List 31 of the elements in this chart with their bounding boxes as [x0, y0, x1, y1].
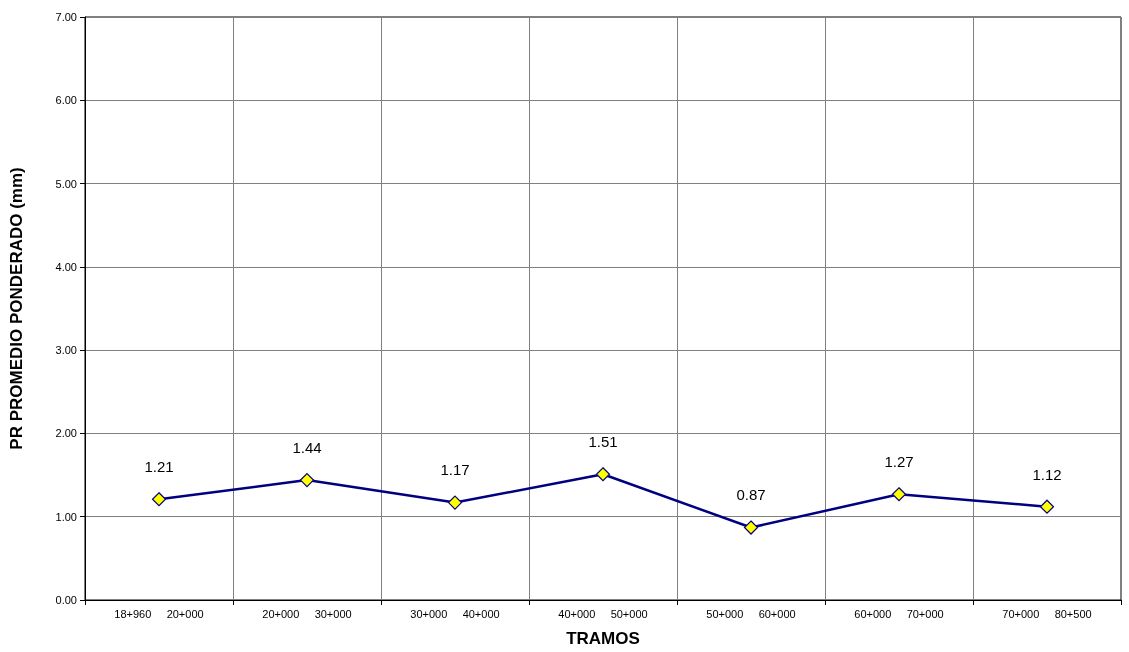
y-tick-label: 4.00	[55, 260, 77, 273]
point	[891, 487, 907, 502]
x-axis-title: TRAMOS	[566, 629, 640, 648]
y-tick-label: 6.00	[55, 94, 77, 107]
y-tick-label: 7.00	[55, 11, 77, 23]
point	[595, 467, 611, 482]
x-tick-label: 60+000 70+000	[854, 607, 944, 620]
x-tick-label: 30+000 40+000	[410, 607, 500, 620]
point	[447, 495, 463, 510]
y-tick-label: 3.00	[55, 344, 77, 357]
data-label: 1.12	[1032, 465, 1062, 483]
y-tick-label: 5.00	[55, 177, 77, 190]
y-tick-label: 2.00	[55, 427, 77, 440]
data-label: 1.27	[884, 453, 914, 471]
y-tick-label: 0.00	[55, 594, 77, 606]
x-tick-label: 70+000 80+500	[1002, 607, 1092, 620]
data-label: 1.17	[440, 461, 470, 479]
data-label: 1.51	[588, 433, 618, 451]
data-label: 1.21	[144, 458, 174, 476]
point	[151, 492, 167, 507]
x-tick-label: 20+000 30+000	[262, 607, 352, 620]
data-label: 0.87	[736, 486, 766, 504]
point	[299, 472, 315, 488]
point	[1039, 499, 1055, 514]
x-tick-label: 18+960 20+000	[114, 607, 204, 620]
data-label: 1.44	[292, 438, 322, 456]
x-tick-label: 40+000 50+000	[558, 607, 648, 620]
x-tick-label: 50+000 60+000	[706, 607, 796, 620]
y-axis-title: PR PROMEDIO PONDERADO (mm)	[7, 167, 26, 450]
y-tick-label: 1.00	[55, 510, 77, 523]
point	[743, 520, 759, 535]
